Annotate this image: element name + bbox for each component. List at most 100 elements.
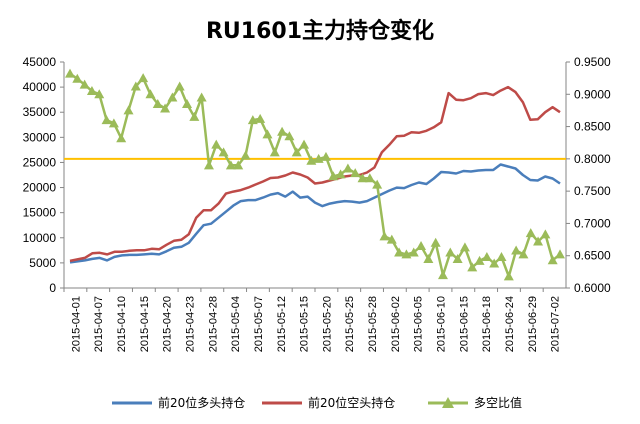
- data-point: [518, 249, 529, 259]
- data-point: [152, 98, 163, 108]
- x-axis: 2015-04-01 2015-04-07 2015-04-10 2015-04-15…: [63, 288, 562, 352]
- data-point: [481, 252, 492, 262]
- x-tick-label: 2015-06-05: [413, 296, 425, 352]
- right-tick-label: 0.9000: [574, 87, 611, 101]
- data-point: [540, 229, 551, 239]
- data-point: [408, 247, 419, 257]
- right-tick-label: 0.9500: [574, 55, 611, 69]
- legend-item: 前20位多头持仓: [112, 395, 245, 410]
- data-point: [547, 255, 558, 265]
- left-tick-label: 0: [49, 281, 56, 295]
- data-point: [225, 160, 236, 170]
- data-point: [335, 169, 346, 179]
- data-point: [262, 129, 273, 139]
- series-layer: [65, 68, 565, 281]
- data-point: [533, 236, 544, 246]
- data-point: [247, 115, 258, 125]
- data-point: [474, 255, 485, 265]
- data-point: [430, 237, 441, 247]
- data-point: [555, 249, 565, 259]
- data-point: [459, 242, 470, 252]
- x-tick-label: 2015-04-15: [139, 296, 151, 352]
- x-tick-label: 2015-04-10: [116, 296, 128, 352]
- data-point: [240, 150, 251, 160]
- data-point: [233, 160, 244, 170]
- data-point: [167, 92, 178, 102]
- data-point: [65, 68, 75, 78]
- x-tick-label: 2015-05-28: [367, 296, 379, 352]
- data-point: [452, 253, 463, 263]
- data-point: [72, 73, 83, 83]
- data-point: [350, 168, 361, 178]
- legend-marker: [442, 397, 454, 408]
- x-tick-label: 2015-04-28: [207, 296, 219, 352]
- data-point: [525, 228, 536, 238]
- data-point: [342, 163, 353, 173]
- data-point: [386, 234, 397, 244]
- x-tick-label: 2015-04-23: [185, 296, 197, 352]
- x-tick-label: 2015-05-07: [253, 296, 265, 352]
- x-tick-label: 2015-05-12: [276, 296, 288, 352]
- right-tick-label: 0.8000: [574, 152, 611, 166]
- series-line: [69, 163, 561, 264]
- data-point: [130, 81, 141, 91]
- data-point: [86, 86, 97, 96]
- data-point: [372, 179, 383, 189]
- legend-item: 前20位空头持仓: [262, 395, 395, 410]
- data-point: [123, 105, 134, 115]
- data-point: [116, 133, 127, 143]
- x-tick-label: 2015-06-24: [504, 296, 516, 352]
- series-line: [69, 85, 561, 263]
- data-point: [196, 92, 207, 102]
- left-tick-label: 30000: [23, 130, 57, 144]
- x-tick-label: 2015-04-07: [93, 296, 105, 352]
- data-point: [423, 253, 434, 263]
- right-y-axis: 0.6000 0.6500 0.7000 0.7500 0.8000 0.8500 0.90…: [566, 55, 611, 295]
- legend-label: 前20位多头持仓: [158, 395, 245, 410]
- left-y-axis: 0 5000 10000 15000 20000 25000 30000 35000 40000…: [23, 55, 64, 295]
- data-point: [79, 79, 90, 89]
- series-line: [69, 72, 561, 278]
- data-point: [108, 118, 119, 128]
- x-tick-label: 2015-06-10: [436, 296, 448, 352]
- left-tick-label: 25000: [23, 155, 57, 169]
- legend-item: 多空比值: [428, 395, 522, 410]
- data-point: [160, 103, 171, 113]
- data-point: [379, 231, 390, 241]
- chart-title: RU1601主力持仓变化: [206, 18, 434, 44]
- x-tick-label: 2015-06-15: [458, 296, 470, 352]
- right-tick-label: 0.8500: [574, 120, 611, 134]
- data-point: [394, 247, 405, 257]
- data-point: [203, 160, 214, 170]
- right-tick-label: 0.7500: [574, 184, 611, 198]
- data-point: [357, 173, 368, 183]
- right-tick-label: 0.7000: [574, 216, 611, 230]
- left-tick-label: 15000: [23, 206, 57, 220]
- data-point: [182, 98, 193, 108]
- left-tick-label: 40000: [23, 80, 57, 94]
- legend: 前20位多头持仓 前20位空头持仓 多空比值: [112, 395, 522, 410]
- data-point: [489, 258, 500, 268]
- data-point: [299, 139, 310, 149]
- x-tick-label: 2015-04-20: [162, 296, 174, 352]
- data-point: [284, 131, 295, 141]
- data-point: [211, 139, 222, 149]
- x-tick-label: 2015-04-01: [70, 296, 82, 352]
- left-tick-label: 35000: [23, 105, 57, 119]
- x-tick-label: 2015-05-15: [299, 296, 311, 352]
- x-tick-label: 2015-07-02: [550, 296, 562, 352]
- left-tick-label: 45000: [23, 55, 57, 69]
- data-point: [94, 89, 105, 99]
- series-3: [65, 68, 565, 281]
- data-point: [218, 147, 229, 157]
- x-tick-label: 2015-06-18: [481, 296, 493, 352]
- data-point: [277, 126, 288, 136]
- data-point: [437, 270, 448, 280]
- data-point: [145, 89, 156, 99]
- right-tick-label: 0.6000: [574, 281, 611, 295]
- data-point: [138, 73, 149, 83]
- data-point: [364, 173, 375, 183]
- legend-label: 前20位空头持仓: [308, 395, 395, 410]
- data-point: [416, 241, 427, 251]
